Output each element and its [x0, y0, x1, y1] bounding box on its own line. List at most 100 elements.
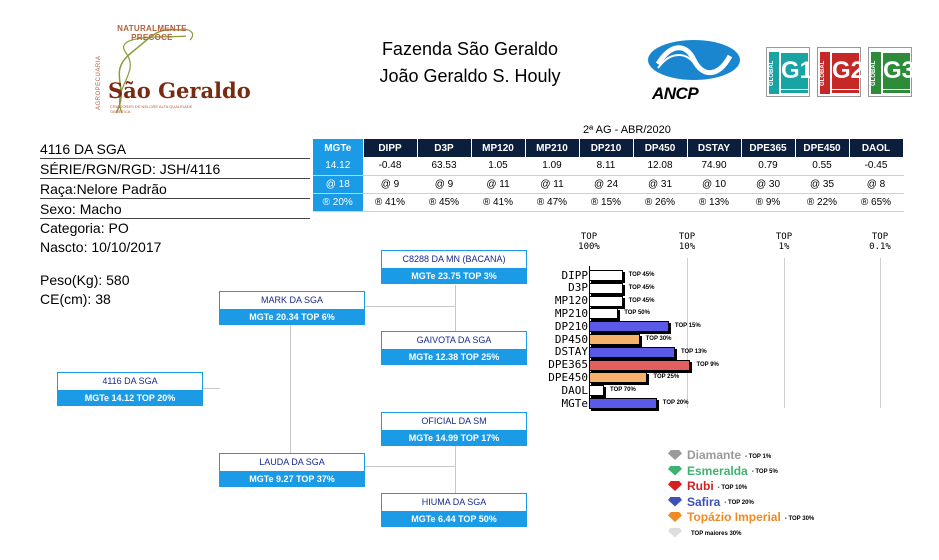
- sao-geraldo-logo: [86, 18, 216, 124]
- bar-category-label: DPE450: [548, 370, 588, 384]
- column-header: DPE450: [795, 139, 850, 157]
- bar-mp210: [589, 308, 619, 320]
- bar-top-label: TOP 15%: [674, 323, 701, 330]
- bar-category-label: MP210: [554, 306, 588, 320]
- table-row-accuracy: @ 18 @ 9 @ 9 @ 11 @ 11 @ 24 @ 31 @ 10 @ …: [313, 175, 904, 194]
- legend-top: TOP maiores 30%: [691, 531, 742, 537]
- bar-top-label: TOP 30%: [645, 336, 672, 342]
- column-header: DAOL: [849, 139, 904, 157]
- axis-tick-label: TOP 10%: [678, 232, 696, 252]
- bar-d3p: [589, 282, 623, 294]
- gem-icon: [668, 527, 682, 538]
- table-cell: ® 41%: [471, 193, 526, 212]
- gem-icon: [668, 481, 682, 491]
- table-cell: ® 20%: [313, 193, 364, 212]
- pedigree-animal[interactable]: 4116 DA SGA MGTe 14.12 TOP 20%: [57, 372, 203, 406]
- pedigree-value: MGTe 14.99 TOP 17%: [382, 430, 526, 446]
- grid-line: [784, 258, 785, 408]
- gem-icon: [668, 465, 682, 476]
- logo-side-text: AGROPECUÁRIA: [96, 55, 102, 110]
- pedigree-dam-sire[interactable]: OFICIAL DA SM MGTe 14.99 TOP 17%: [381, 412, 527, 446]
- bar-top-label: TOP 20%: [662, 400, 689, 406]
- owner-name: João Geraldo S. Houly: [379, 66, 561, 86]
- bar-daol: [589, 385, 605, 397]
- column-header: DP210: [579, 139, 634, 157]
- column-header: D3P: [417, 139, 472, 157]
- ancp-logo-text: ANCP: [652, 84, 699, 103]
- legend-top: - TOP 20%: [724, 500, 754, 506]
- bar-category-label: MP120: [554, 294, 588, 308]
- column-header: DSTAY: [687, 139, 742, 157]
- table-cell: @ 9: [363, 175, 418, 194]
- legend-name: Rubi: [687, 479, 714, 493]
- legend-top: - TOP 5%: [751, 469, 778, 475]
- pedigree-value: MGTe 23.75 TOP 3%: [382, 268, 526, 284]
- grid-line: [880, 258, 881, 408]
- legend-item: Topázio Imperial - TOP 30%: [668, 509, 814, 525]
- table-cell: ® 41%: [363, 193, 418, 212]
- table-row-rank: ® 20% ® 41% ® 45% ® 41% ® 47% ® 15% ® 26…: [313, 193, 904, 212]
- animal-categoria: Categoria: PO: [40, 220, 129, 236]
- bar-mp120: [589, 295, 623, 307]
- bar-top-label: TOP 45%: [628, 272, 655, 278]
- bar-top-label: TOP 50%: [624, 310, 650, 317]
- bar-top-label: TOP 9%: [696, 361, 719, 368]
- logo-small-text: CRIADORES DE NELORE ALTA QUALIDADE GENÉT…: [110, 104, 193, 114]
- column-header: DP450: [633, 139, 688, 157]
- column-header: MP120: [471, 139, 526, 157]
- table-cell: ® 13%: [687, 193, 742, 212]
- global-g3-badge: GLOBAL G3: [868, 47, 915, 97]
- ancp-logo-icon: [646, 38, 742, 106]
- pedigree-value: MGTe 20.34 TOP 6%: [220, 309, 364, 325]
- pedigree-sire-dam[interactable]: GAIVOTA DA SGA MGTe 12.38 TOP 25%: [381, 331, 527, 365]
- axis-tick-label: TOP 1%: [775, 232, 793, 252]
- table-cell: @ 35: [795, 175, 850, 194]
- table-cell: @ 11: [525, 175, 580, 194]
- table-cell: ® 47%: [525, 193, 580, 212]
- legend-top: - TOP 10%: [717, 484, 748, 491]
- column-header: MP210: [525, 139, 580, 157]
- animal-sexo: Sexo: Macho: [40, 199, 310, 219]
- table-cell: @ 9: [417, 175, 472, 194]
- grid-line: [687, 258, 688, 408]
- table-cell: 12.08: [633, 157, 688, 176]
- global-g1-badge: GLOBAL G1: [766, 47, 813, 97]
- legend-name: Topázio Imperial: [687, 510, 781, 524]
- pedigree-dam[interactable]: LAUDA DA SGA MGTe 9.27 TOP 37%: [219, 453, 365, 487]
- column-header: MGTe: [313, 139, 364, 157]
- badge-side: GLOBAL: [769, 52, 779, 94]
- bar-category-label: DSTAY: [554, 345, 588, 359]
- badge-letter: G2: [832, 53, 864, 89]
- global-g2-badge: GLOBAL G2: [817, 47, 864, 97]
- bar-category-label: MGTe: [561, 396, 589, 410]
- pedigree-name: C8288 DA MN (BACANA): [402, 254, 506, 264]
- pedigree-dam-dam[interactable]: HIUMA DA SGA MGTe 6.44 TOP 50%: [381, 493, 527, 527]
- table-cell: @ 31: [633, 175, 688, 194]
- table-cell: 74.90: [687, 157, 742, 176]
- table-cell: 63.53: [417, 157, 472, 176]
- table-cell: 0.79: [741, 157, 796, 176]
- bar-top-label: TOP 45%: [628, 284, 655, 291]
- gem-icon: [668, 512, 682, 522]
- pedigree-sire[interactable]: MARK DA SGA MGTe 20.34 TOP 6%: [219, 291, 365, 325]
- table-cell: 0.55: [795, 157, 850, 176]
- animal-serie: SÉRIE/RGN/RGD: JSH/4116: [40, 159, 310, 179]
- bar-category-label: DAOL: [561, 383, 589, 397]
- axis-tick-label: TOP 0.1%: [869, 232, 891, 252]
- badge-side: GLOBAL: [820, 52, 830, 94]
- bar-category-label: DP210: [554, 319, 588, 333]
- table-cell: @ 11: [471, 175, 526, 194]
- legend-name: Safira: [687, 494, 721, 509]
- dna-helix-icon: [115, 28, 194, 114]
- animal-nascto: Nascto: 10/10/2017: [40, 239, 162, 255]
- bar-dp450: [589, 334, 640, 345]
- table-cell: ® 15%: [579, 193, 634, 212]
- legend-top: - TOP 30%: [784, 515, 815, 522]
- animal-raca: Raça:Nelore Padrão: [40, 179, 310, 199]
- evaluation-table: MGTe DIPP D3P MP120 MP210 DP210 DP450 DS…: [313, 139, 904, 212]
- table-cell: @ 24: [579, 175, 634, 194]
- pedigree-sire-sire[interactable]: C8288 DA MN (BACANA) MGTe 23.75 TOP 3%: [381, 250, 527, 284]
- table-cell: @ 30: [741, 175, 796, 194]
- legend-item: Diamante - TOP 1%: [668, 447, 771, 463]
- bar-dpe365: [589, 359, 691, 371]
